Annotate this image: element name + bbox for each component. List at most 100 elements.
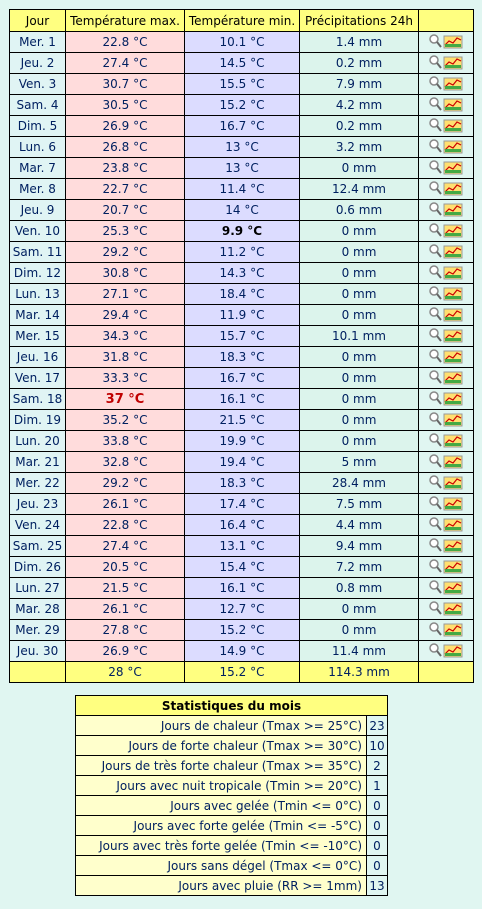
day-cell: Mer. 8 xyxy=(9,178,66,200)
day-row: Mer. 8 22.7 °C 11.4 °C 12.4 mm xyxy=(9,178,474,200)
row-icons[interactable] xyxy=(428,180,464,196)
row-icons[interactable] xyxy=(428,75,464,91)
row-icons[interactable] xyxy=(428,348,464,364)
min-cell: 14 °C xyxy=(184,199,300,221)
row-icons[interactable] xyxy=(428,600,464,616)
row-icons[interactable] xyxy=(428,579,464,595)
row-icons[interactable] xyxy=(428,306,464,322)
rain-cell: 0 mm xyxy=(299,619,419,641)
icon-cell xyxy=(418,115,474,137)
min-cell: 11.2 °C xyxy=(184,241,300,263)
max-cell: 27.8 °C xyxy=(65,619,185,641)
stat-label: Jours avec très forte gelée (Tmin <= -10… xyxy=(75,835,367,856)
icon-cell xyxy=(418,451,474,473)
rain-cell: 1.4 mm xyxy=(299,31,419,53)
column-header: Température min. xyxy=(184,9,300,32)
row-icons[interactable] xyxy=(428,432,464,448)
day-row: Jeu. 9 20.7 °C 14 °C 0.6 mm xyxy=(9,199,474,221)
min-cell: 9.9 °C xyxy=(184,220,300,242)
icon-cell xyxy=(418,136,474,158)
row-icons[interactable] xyxy=(428,264,464,280)
row-icons[interactable] xyxy=(428,642,464,658)
min-cell: 16.4 °C xyxy=(184,514,300,536)
row-icons[interactable] xyxy=(428,327,464,343)
max-cell: 30.5 °C xyxy=(65,94,185,116)
max-cell: 34.3 °C xyxy=(65,325,185,347)
day-cell: Ven. 3 xyxy=(9,73,66,95)
day-cell: Lun. 27 xyxy=(9,577,66,599)
row-icons[interactable] xyxy=(428,495,464,511)
rain-cell: 0 mm xyxy=(299,283,419,305)
day-cell: Ven. 17 xyxy=(9,367,66,389)
column-header: Jour xyxy=(9,9,66,32)
row-icons[interactable] xyxy=(428,159,464,175)
row-icons[interactable] xyxy=(428,285,464,301)
min-cell: 15.7 °C xyxy=(184,325,300,347)
stat-label: Jours sans dégel (Tmax <= 0°C) xyxy=(75,855,367,876)
day-row: Mar. 21 32.8 °C 19.4 °C 5 mm xyxy=(9,451,474,473)
day-cell: Dim. 26 xyxy=(9,556,66,578)
stat-label: Jours avec forte gelée (Tmin <= -5°C) xyxy=(75,815,367,836)
icon-cell xyxy=(418,346,474,368)
stat-value: 13 xyxy=(366,875,388,896)
row-icons[interactable] xyxy=(428,138,464,154)
rain-cell: 0.2 mm xyxy=(299,115,419,137)
min-cell: 21.5 °C xyxy=(184,409,300,431)
stat-label: Jours de forte chaleur (Tmax >= 30°C) xyxy=(75,735,367,756)
row-icons[interactable] xyxy=(428,453,464,469)
day-row: Ven. 24 22.8 °C 16.4 °C 4.4 mm xyxy=(9,514,474,536)
row-icons[interactable] xyxy=(428,243,464,259)
max-cell: 20.7 °C xyxy=(65,199,185,221)
icon-cell xyxy=(418,283,474,305)
day-cell: Sam. 25 xyxy=(9,535,66,557)
min-cell: 12.7 °C xyxy=(184,598,300,620)
row-icons[interactable] xyxy=(428,558,464,574)
icon-cell xyxy=(418,619,474,641)
max-cell: 27.1 °C xyxy=(65,283,185,305)
row-icons[interactable] xyxy=(428,369,464,385)
stat-row: Jours de forte chaleur (Tmax >= 30°C) 10 xyxy=(75,735,388,756)
row-icons[interactable] xyxy=(428,96,464,112)
day-row: Sam. 11 29.2 °C 11.2 °C 0 mm xyxy=(9,241,474,263)
row-icons[interactable] xyxy=(428,621,464,637)
row-icons[interactable] xyxy=(428,201,464,217)
icon-cell xyxy=(418,52,474,74)
rain-cell: 0 mm xyxy=(299,598,419,620)
row-icons[interactable] xyxy=(428,537,464,553)
max-cell: 33.8 °C xyxy=(65,430,185,452)
icon-cell xyxy=(418,493,474,515)
row-icons[interactable] xyxy=(428,117,464,133)
total-cell: 15.2 °C xyxy=(184,661,300,683)
min-cell: 14.9 °C xyxy=(184,640,300,662)
row-icons[interactable] xyxy=(428,516,464,532)
max-cell: 29.2 °C xyxy=(65,472,185,494)
totals-blank xyxy=(418,661,474,683)
row-icons[interactable] xyxy=(428,411,464,427)
day-cell: Sam. 4 xyxy=(9,94,66,116)
day-cell: Mer. 1 xyxy=(9,31,66,53)
day-cell: Sam. 11 xyxy=(9,241,66,263)
day-row: Sam. 25 27.4 °C 13.1 °C 9.4 mm xyxy=(9,535,474,557)
min-cell: 19.4 °C xyxy=(184,451,300,473)
day-cell: Jeu. 9 xyxy=(9,199,66,221)
row-icons[interactable] xyxy=(428,474,464,490)
rain-cell: 7.9 mm xyxy=(299,73,419,95)
day-cell: Ven. 10 xyxy=(9,220,66,242)
row-icons[interactable] xyxy=(428,33,464,49)
day-row: Sam. 18 37 °C 16.1 °C 0 mm xyxy=(9,388,474,410)
day-row: Mar. 28 26.1 °C 12.7 °C 0 mm xyxy=(9,598,474,620)
max-cell: 26.1 °C xyxy=(65,598,185,620)
icon-cell xyxy=(418,220,474,242)
day-row: Lun. 27 21.5 °C 16.1 °C 0.8 mm xyxy=(9,577,474,599)
day-row: Dim. 19 35.2 °C 21.5 °C 0 mm xyxy=(9,409,474,431)
row-icons[interactable] xyxy=(428,222,464,238)
day-row: Lun. 6 26.8 °C 13 °C 3.2 mm xyxy=(9,136,474,158)
row-icons[interactable] xyxy=(428,54,464,70)
day-cell: Sam. 18 xyxy=(9,388,66,410)
min-cell: 15.4 °C xyxy=(184,556,300,578)
max-cell: 33.3 °C xyxy=(65,367,185,389)
row-icons[interactable] xyxy=(428,390,464,406)
day-cell: Mar. 21 xyxy=(9,451,66,473)
rain-cell: 28.4 mm xyxy=(299,472,419,494)
